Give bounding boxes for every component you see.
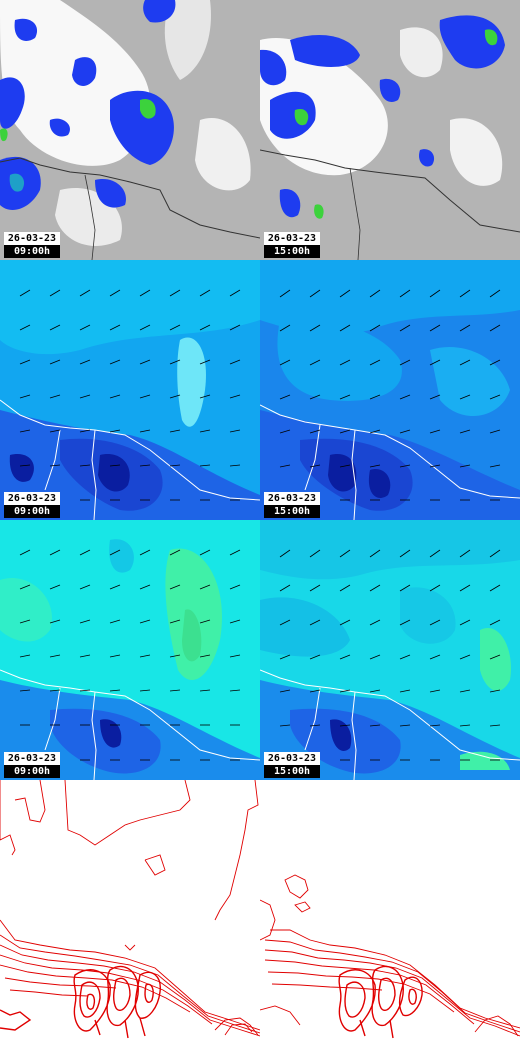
date-label: 26-03-23 bbox=[264, 492, 320, 505]
gust-map bbox=[0, 520, 260, 780]
gust-map-panel-0900: 26-03-23 09:00h bbox=[0, 520, 260, 780]
gust-map bbox=[260, 520, 520, 780]
time-label: 09:00h bbox=[4, 505, 60, 518]
time-label: 15:00h bbox=[264, 245, 320, 258]
contour-map bbox=[260, 780, 520, 1040]
timestamp-badge: 26-03-23 09:00h bbox=[4, 752, 60, 778]
timestamp-badge: 26-03-23 15:00h bbox=[264, 492, 320, 518]
date-label: 26-03-23 bbox=[264, 752, 320, 765]
timestamp-badge: 26-03-23 15:00h bbox=[264, 752, 320, 778]
date-label: 26-03-23 bbox=[264, 232, 320, 245]
contour-map-panel-left bbox=[0, 780, 260, 1040]
timestamp-badge: 26-03-23 15:00h bbox=[264, 232, 320, 258]
gust-map-panel-1500: 26-03-23 15:00h bbox=[260, 520, 520, 780]
timestamp-badge: 26-03-23 09:00h bbox=[4, 492, 60, 518]
wind-arrows bbox=[19, 289, 241, 501]
wind-arrows bbox=[279, 549, 501, 761]
time-label: 09:00h bbox=[4, 245, 60, 258]
cloud-map-panel-1500: 26-03-23 15:00h bbox=[260, 0, 520, 260]
time-label: 15:00h bbox=[264, 765, 320, 778]
wind-map-panel-1500: 26-03-23 15:00h bbox=[260, 260, 520, 520]
timestamp-badge: 26-03-23 09:00h bbox=[4, 232, 60, 258]
time-label: 15:00h bbox=[264, 505, 320, 518]
cloud-map-panel-0900: 26-03-23 09:00h bbox=[0, 0, 260, 260]
cloud-map bbox=[0, 0, 260, 260]
wind-arrows bbox=[279, 289, 501, 501]
cloud-map bbox=[260, 0, 520, 260]
wind-arrows bbox=[19, 549, 241, 761]
wind-map-panel-0900: 26-03-23 09:00h bbox=[0, 260, 260, 520]
wind-map bbox=[0, 260, 260, 520]
date-label: 26-03-23 bbox=[4, 492, 60, 505]
date-label: 26-03-23 bbox=[4, 232, 60, 245]
wind-map bbox=[260, 260, 520, 520]
contour-map bbox=[0, 780, 260, 1040]
contour-map-panel-right bbox=[260, 780, 520, 1040]
time-label: 09:00h bbox=[4, 765, 60, 778]
date-label: 26-03-23 bbox=[4, 752, 60, 765]
